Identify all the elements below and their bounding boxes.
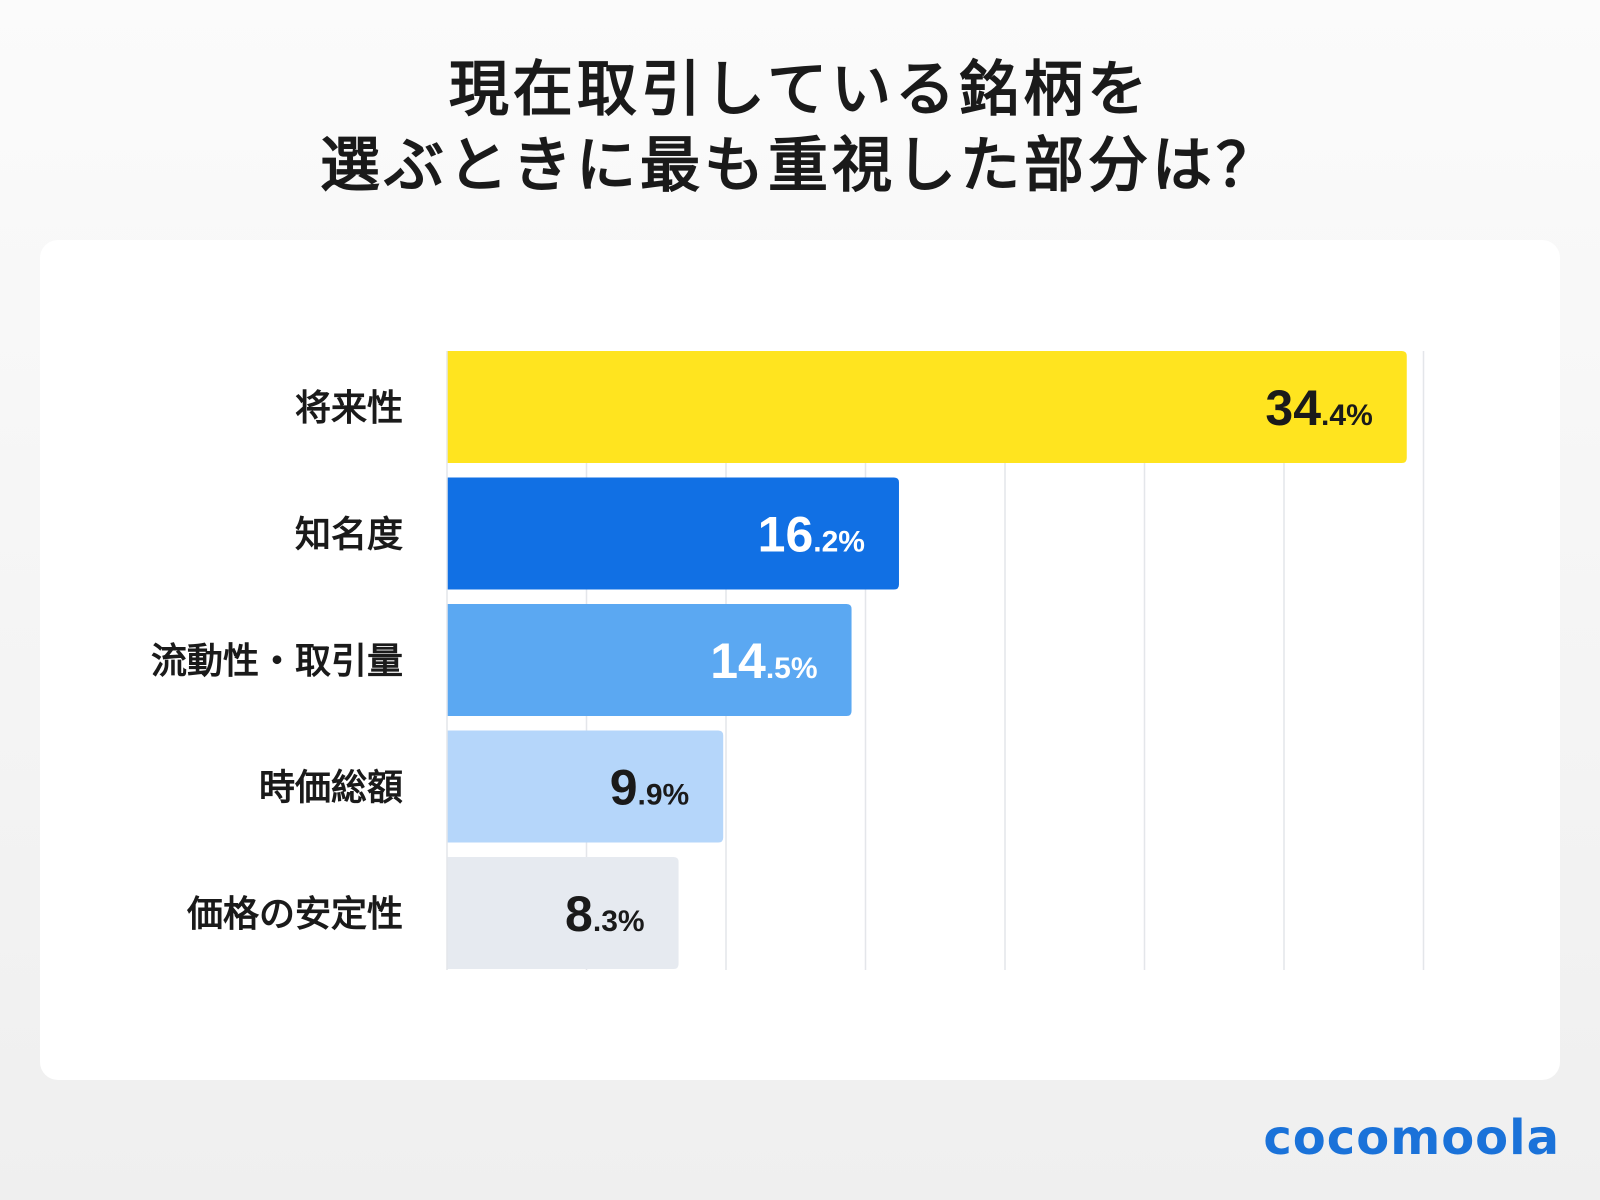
title-line-2: 選ぶときに最も重視した部分は？	[320, 131, 1280, 201]
category-label: 価格の安定性	[186, 894, 403, 935]
cocomoola-logo: cocomoola	[1263, 1110, 1560, 1166]
category-label: 流動性・取引量	[151, 641, 403, 682]
category-label: 時価総額	[259, 768, 403, 809]
category-label: 知名度	[295, 515, 403, 556]
value-label: 14.5%	[710, 633, 817, 689]
category-label: 将来性	[295, 388, 403, 429]
bar	[447, 604, 852, 716]
value-label: 9.9%	[610, 760, 690, 816]
bar	[447, 730, 724, 843]
title-line-1: 現在取引している銘柄を	[448, 55, 1152, 125]
value-label: 34.4%	[1265, 380, 1372, 436]
bar	[447, 857, 679, 969]
value-label: 16.2%	[758, 507, 865, 563]
chart-title: 現在取引している銘柄を 選ぶときに最も重視した部分は？	[0, 52, 1600, 204]
bar	[447, 477, 899, 590]
value-label: 8.3%	[565, 886, 645, 942]
bar	[447, 351, 1407, 463]
